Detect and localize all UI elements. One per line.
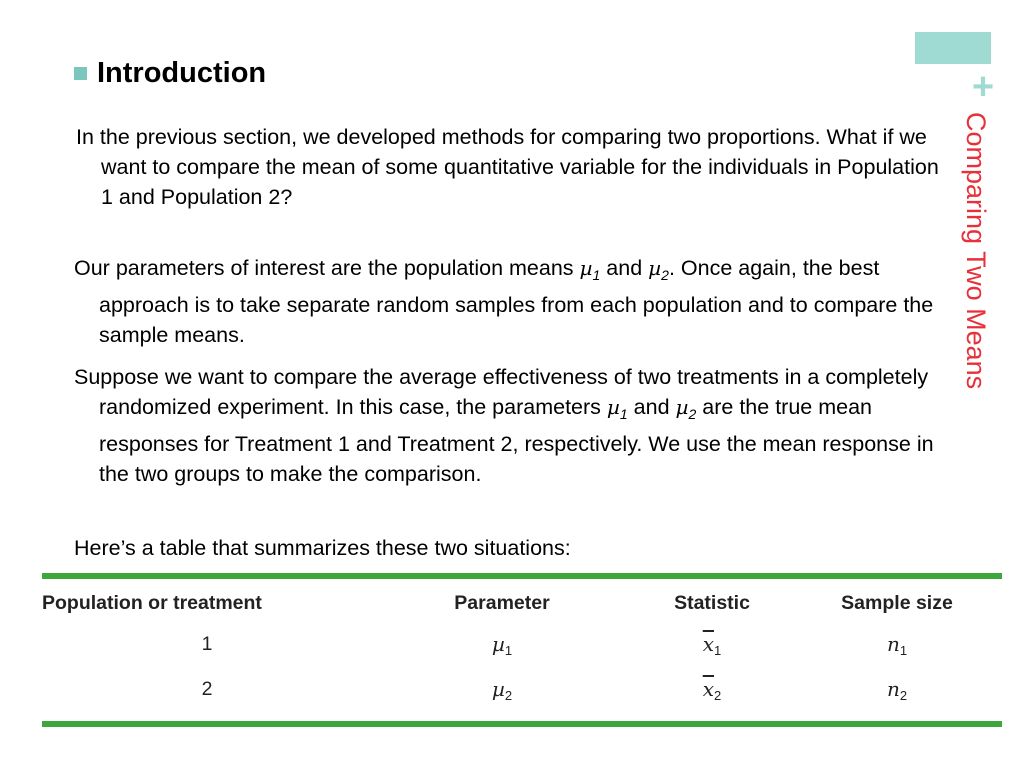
- heading-text: Introduction: [97, 57, 267, 89]
- mu-symbol: µ: [606, 395, 620, 419]
- mu-subscript: 2: [688, 406, 697, 422]
- table-row: 1 µ1 x1 n1: [42, 622, 1002, 667]
- table-row: 2 µ2 x2 n2: [42, 667, 1002, 712]
- table-header-row: Population or treatment Parameter Statis…: [42, 584, 1002, 622]
- paragraph-table-intro: Here’s a table that summarizes these two…: [74, 536, 571, 560]
- mu-subscript: 1: [592, 267, 601, 283]
- cell-subscript: 2: [504, 687, 513, 703]
- n-symbol: n: [886, 676, 900, 701]
- p2-text-b: . Once again, the best approach is to ta…: [99, 256, 934, 347]
- x-bar-symbol: x: [702, 676, 715, 701]
- paragraph-intro: In the previous section, we developed me…: [76, 125, 939, 209]
- mu-symbol: µ: [579, 256, 593, 280]
- p2-text-a: Our parameters of interest are the popul…: [74, 256, 580, 280]
- cell-subscript: 2: [714, 687, 722, 703]
- cell-subscript: 1: [504, 642, 513, 658]
- table-bottom-rule: [42, 721, 1002, 727]
- parameter-cell: µ2: [372, 667, 632, 712]
- mu-symbol: µ: [491, 676, 505, 701]
- statistic-cell: x1: [632, 622, 792, 667]
- paragraph-parameters: Our parameters of interest are the popul…: [74, 253, 941, 350]
- parameter-cell: µ1: [372, 622, 632, 667]
- plus-icon: +: [971, 66, 995, 108]
- column-header: Sample size: [841, 591, 953, 614]
- section-heading: Introduction: [74, 56, 266, 90]
- statistic-cell: x2: [632, 667, 792, 712]
- sample-size-cell: n1: [792, 622, 1002, 667]
- summary-table: Population or treatment Parameter Statis…: [42, 584, 1002, 712]
- column-header: Parameter: [454, 591, 550, 614]
- square-bullet-icon: [74, 66, 87, 80]
- p2-text-and: and: [600, 256, 649, 280]
- table-top-rule: [42, 573, 1002, 579]
- p3-text-b: are the true mean responses for Treatmen…: [99, 395, 934, 486]
- x-bar-symbol: x: [702, 631, 715, 656]
- mu-symbol: µ: [648, 256, 662, 280]
- row-label: 2: [201, 678, 213, 700]
- mu-subscript: 2: [661, 267, 669, 283]
- side-title: Comparing Two Means: [961, 112, 991, 390]
- column-header: Population or treatment: [42, 591, 262, 614]
- mu-symbol: µ: [675, 395, 689, 419]
- mu-symbol: µ: [491, 631, 505, 656]
- n-symbol: n: [886, 631, 900, 656]
- mu-subscript: 1: [619, 406, 628, 422]
- paragraph-experiment: Suppose we want to compare the average e…: [74, 362, 941, 489]
- cell-subscript: 1: [714, 642, 722, 658]
- cell-subscript: 1: [899, 642, 908, 658]
- sample-size-cell: n2: [792, 667, 1002, 712]
- row-label: 1: [201, 633, 213, 655]
- cell-subscript: 2: [899, 687, 908, 703]
- accent-rectangle: [915, 32, 991, 64]
- column-header: Statistic: [674, 591, 750, 614]
- p3-text-a: Suppose we want to compare the average e…: [74, 365, 929, 419]
- p3-text-and: and: [627, 395, 676, 419]
